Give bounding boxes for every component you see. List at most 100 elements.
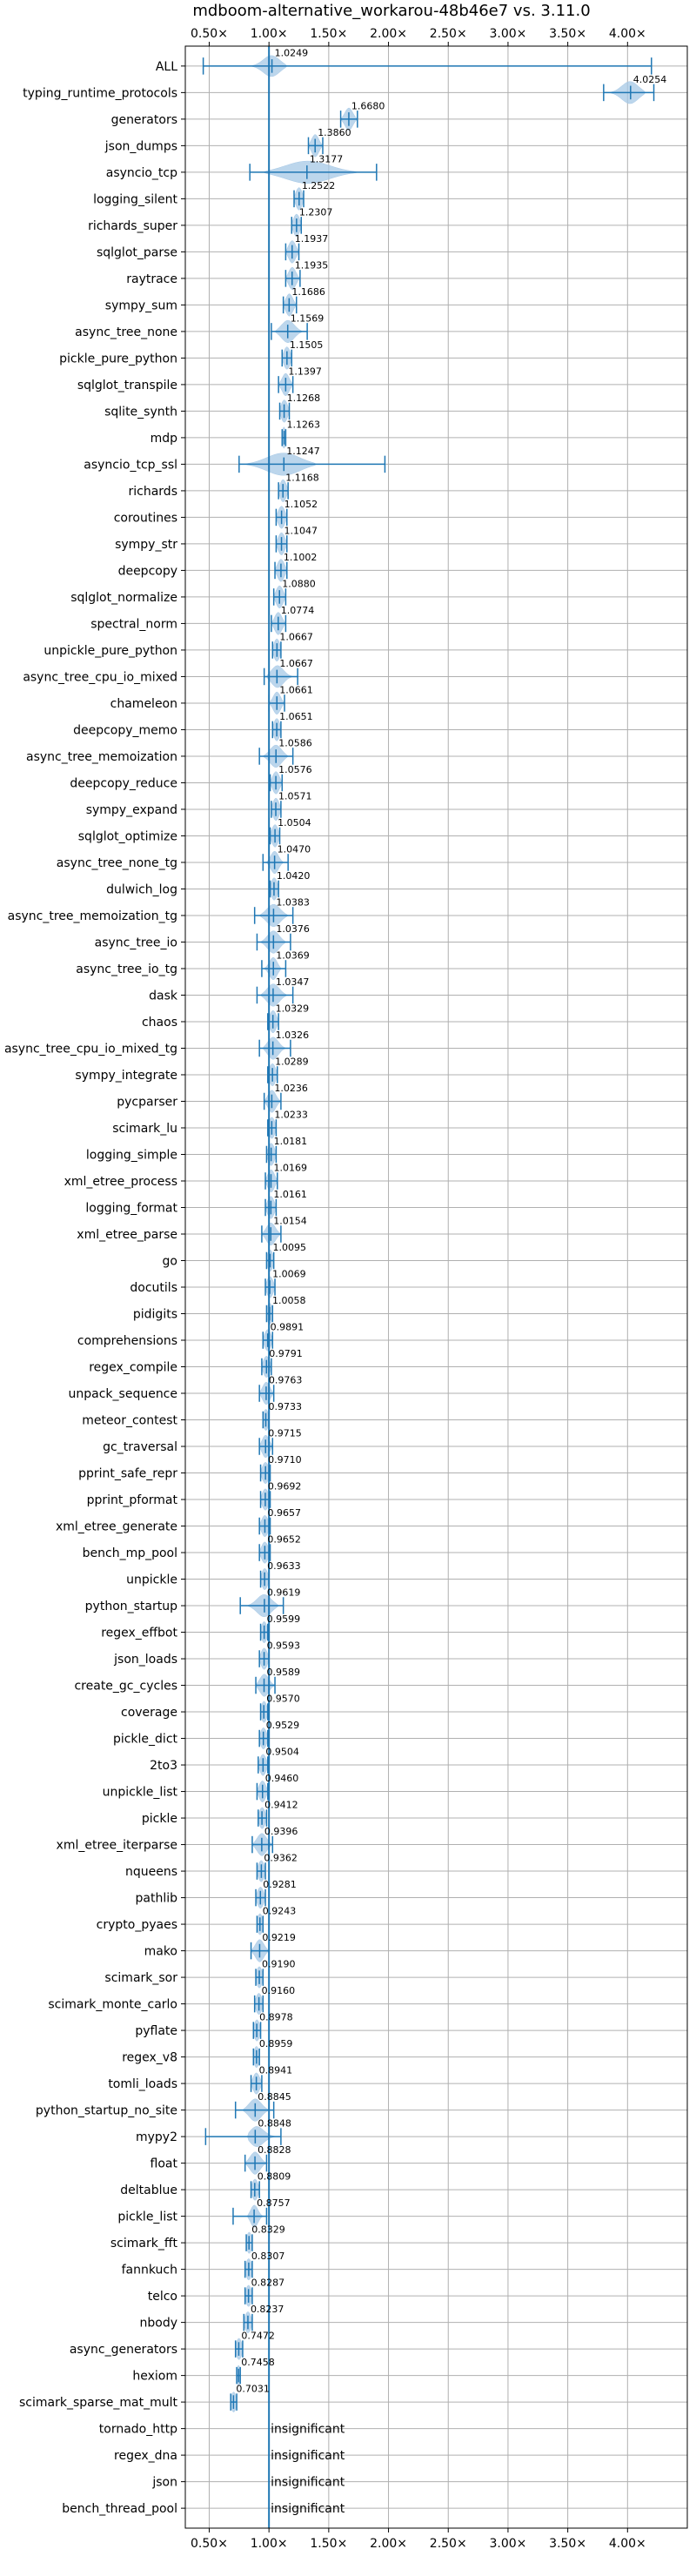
benchmark-label: logging_simple	[86, 1148, 177, 1162]
benchmark-label: pyflate	[135, 2024, 177, 2038]
median-value-label: 1.0233	[274, 1109, 308, 1120]
median-value-label: 1.0774	[281, 605, 315, 616]
median-value-label: 1.0576	[278, 764, 312, 775]
median-value-label: 1.0069	[272, 1268, 306, 1279]
median-value-label: 1.0661	[279, 684, 313, 695]
benchmark-label: ALL	[156, 60, 177, 74]
benchmark-label: async_tree_none	[75, 325, 177, 339]
benchmark-label: mdp	[151, 432, 178, 446]
benchmark-label: pprint_safe_repr	[78, 1467, 177, 1481]
benchmark-label: unpack_sequence	[69, 1387, 177, 1401]
benchmark-label: json	[151, 2476, 177, 2490]
benchmark-label: float	[151, 2157, 178, 2171]
median-value-label: 0.9791	[269, 1348, 303, 1359]
median-value-label: 1.0347	[276, 976, 310, 988]
median-value-label: 0.9412	[264, 1799, 298, 1810]
median-value-label: 1.1935	[295, 259, 329, 271]
benchmark-label: scimark_sor	[104, 1971, 177, 1985]
median-value-label: 0.9692	[268, 1480, 302, 1492]
x-tick-label-bottom: 0.50×	[191, 2537, 228, 2551]
benchmark-label: sympy_integrate	[75, 1069, 177, 1083]
benchmark-label: deltablue	[120, 2184, 177, 2197]
benchmark-label: pickle_dict	[113, 1733, 178, 1747]
median-value-label: 1.1268	[287, 392, 321, 404]
median-value-label: 4.0254	[633, 74, 667, 85]
benchmark-label: xml_etree_generate	[56, 1520, 177, 1534]
benchmark-label: deepcopy_reduce	[70, 776, 177, 790]
x-tick-label-bottom: 3.00×	[489, 2537, 526, 2551]
median-value-label: 1.0470	[278, 843, 311, 855]
median-value-label: 0.9619	[267, 1587, 301, 1598]
median-value-label: 1.1002	[284, 552, 318, 563]
median-value-label: 1.6680	[351, 100, 385, 111]
benchmark-label: python_startup	[85, 1600, 177, 1613]
benchmark-label: scimark_fft	[110, 2237, 178, 2251]
benchmark-label: sympy_expand	[86, 803, 177, 817]
benchmark-label: chameleon	[110, 697, 177, 711]
median-value-label: 0.9599	[267, 1613, 301, 1625]
median-value-label: 1.1937	[295, 233, 329, 245]
median-value-label: 1.0420	[277, 870, 311, 882]
median-value-label: 0.7031	[236, 2384, 270, 2395]
benchmark-label: telco	[148, 2290, 177, 2304]
median-value-label: 0.9652	[267, 1533, 301, 1545]
benchmark-label: dask	[149, 989, 178, 1003]
insignificant-label: insignificant	[271, 2476, 345, 2490]
median-value-label: 1.0236	[274, 1083, 308, 1094]
median-value-label: 1.0376	[276, 923, 310, 935]
median-value-label: 0.9710	[268, 1454, 302, 1466]
median-value-label: 0.8941	[259, 2064, 293, 2076]
benchmark-label: async_tree_memoization	[26, 750, 177, 764]
x-tick-label-bottom: 2.00×	[370, 2537, 407, 2551]
median-value-label: 0.9891	[271, 1321, 304, 1332]
benchmark-label: pprint_pformat	[87, 1493, 178, 1507]
benchmark-label: pathlib	[136, 1892, 178, 1906]
benchmark-label: async_tree_cpu_io_mixed	[23, 670, 177, 684]
benchmark-label: sqlglot_parse	[97, 245, 177, 259]
median-value-label: 1.2307	[299, 206, 333, 218]
median-value-label: 0.9593	[267, 1640, 301, 1651]
benchmark-label: python_startup_no_site	[36, 2104, 177, 2118]
median-value-label: 1.0289	[275, 1056, 309, 1067]
median-value-label: 1.0095	[272, 1242, 306, 1253]
benchmark-label: go	[163, 1254, 177, 1268]
median-value-label: 1.1263	[287, 419, 321, 430]
median-value-label: 1.0651	[279, 711, 313, 722]
median-value-label: 0.9589	[267, 1667, 301, 1678]
median-value-label: 0.7472	[241, 2331, 275, 2342]
benchmark-label: comprehensions	[77, 1334, 177, 1348]
benchmark-label: pidigits	[133, 1308, 177, 1322]
benchmark-label: typing_runtime_protocols	[23, 86, 177, 100]
benchmark-label: nbody	[140, 2317, 178, 2331]
median-value-label: 0.8809	[258, 2171, 291, 2183]
median-value-label: 0.8978	[259, 2011, 293, 2023]
benchmark-label: bench_thread_pool	[62, 2502, 177, 2516]
median-value-label: 0.8237	[251, 2304, 284, 2315]
median-value-label: 1.0369	[276, 949, 310, 961]
median-value-label: 0.7458	[241, 2357, 275, 2368]
benchmark-label: unpickle_list	[103, 1786, 178, 1800]
label-layer: 0.50× 0.50× 1.00× 1.00× 1.50× 1.50× 2.00× 2.00×…	[4, 27, 666, 2551]
median-value-label: 1.1505	[290, 339, 324, 351]
median-value-label: 1.0571	[278, 790, 312, 802]
x-tick-label-top: 0.50×	[191, 27, 228, 41]
benchmark-label: hexiom	[132, 2370, 177, 2384]
median-value-label: 0.8307	[251, 2251, 285, 2262]
benchmark-label: create_gc_cycles	[74, 1680, 177, 1694]
benchmark-label: coroutines	[114, 511, 177, 525]
benchmark-label: pickle_list	[117, 2210, 177, 2224]
benchmark-label: asyncio_tcp	[106, 166, 177, 180]
median-value-label: 0.8828	[258, 2144, 291, 2156]
median-value-label: 1.0880	[282, 578, 316, 589]
median-value-label: 1.0249	[275, 47, 309, 58]
median-value-label: 0.8757	[257, 2197, 291, 2209]
insignificant-label: insignificant	[271, 2502, 345, 2516]
benchmark-label: regex_effbot	[101, 1627, 177, 1640]
median-value-label: 0.9219	[262, 1932, 296, 1943]
median-value-label: 1.0058	[272, 1295, 306, 1306]
median-value-label: 1.1686	[291, 286, 325, 298]
insignificant-label: insignificant	[271, 2423, 345, 2437]
benchmark-label: logging_silent	[93, 192, 177, 206]
